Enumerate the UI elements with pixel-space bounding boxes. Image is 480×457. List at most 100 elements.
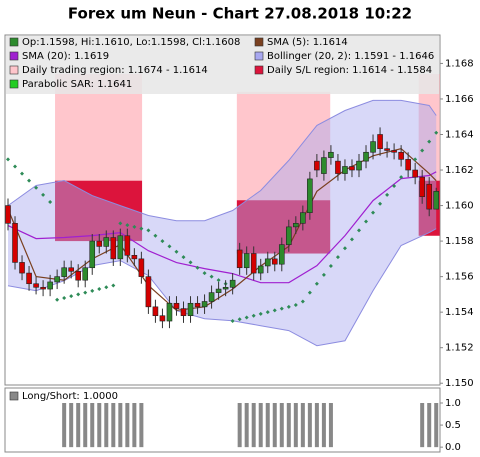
y-tick-label: 1.150 — [445, 378, 474, 389]
long-short-bar — [314, 403, 319, 448]
candle-body — [236, 249, 243, 269]
candle-body — [412, 169, 418, 178]
candle-body — [152, 306, 159, 317]
sar-dot — [69, 294, 74, 299]
lower-legend-label: Long/Short: 1.0000 — [22, 391, 118, 402]
candle-body — [300, 212, 306, 224]
bollinger-band — [8, 100, 437, 346]
candle-body — [5, 205, 11, 224]
candle-body — [363, 151, 369, 162]
long-short-bar — [83, 403, 88, 448]
sar-dot — [48, 200, 53, 205]
sar-dot — [146, 228, 151, 233]
chart-title: Forex um Neun - Chart 27.08.2018 10:22 — [68, 5, 412, 23]
long-short-bar — [279, 403, 284, 448]
candle-body — [257, 265, 264, 274]
candle-body — [229, 279, 236, 288]
region — [418, 74, 440, 181]
long-short-bar — [132, 403, 137, 448]
candle-body — [384, 148, 390, 151]
sar-dot — [335, 255, 340, 260]
candle-body — [285, 226, 292, 245]
sar-dot — [216, 278, 221, 283]
sar-dot — [371, 210, 376, 215]
candle-body — [82, 267, 89, 281]
sar-dot — [55, 297, 60, 302]
sar-dot — [125, 223, 130, 228]
sar-dot — [167, 244, 172, 249]
candle-body — [271, 258, 278, 265]
y-tick-label: 1.166 — [445, 94, 474, 105]
sar-dot — [279, 306, 284, 311]
candle-body — [75, 270, 81, 281]
candle-body — [68, 267, 74, 272]
candle-body — [370, 141, 376, 153]
sar-dot — [420, 148, 425, 153]
long-short-bar — [328, 403, 333, 448]
long-short-bar — [293, 403, 298, 448]
candle-body — [201, 301, 208, 308]
long-short-bar — [244, 403, 249, 448]
candle-body — [159, 315, 166, 322]
sar-dot — [181, 255, 186, 260]
long-short-bar — [97, 403, 102, 448]
candle-body — [208, 292, 215, 302]
candle-body — [405, 159, 411, 171]
sar-dot — [342, 246, 347, 251]
y-tick-label: 1.162 — [445, 165, 474, 176]
long-short-bar — [104, 403, 109, 448]
y-tick-label: 1.160 — [445, 201, 474, 212]
sar-dot — [20, 171, 25, 176]
candle-body — [180, 308, 187, 317]
sar-dot — [413, 157, 418, 162]
sar-dot — [90, 288, 95, 293]
sar-dot — [132, 224, 137, 229]
lower-y-tick-label: 0.0 — [445, 442, 461, 453]
long-short-bar — [139, 403, 144, 448]
sar-dot — [399, 175, 404, 180]
long-short-bar — [62, 403, 67, 448]
long-short-bar — [420, 403, 425, 448]
sar-dot — [378, 201, 383, 206]
sar-dot — [434, 130, 439, 135]
candle-body — [26, 272, 32, 285]
candle-body — [166, 302, 173, 322]
y-tick-label: 1.154 — [445, 307, 474, 318]
long-short-bar — [90, 403, 95, 448]
bollinger-upper — [7, 99, 437, 222]
sar-dot — [349, 237, 354, 242]
candle-body — [314, 160, 320, 171]
candle-body — [61, 267, 67, 277]
sar-dot — [357, 228, 361, 233]
sar-dot — [244, 315, 249, 320]
candle-body — [426, 183, 433, 210]
candle-body — [377, 134, 383, 150]
sar-dot — [41, 192, 46, 197]
region — [236, 91, 331, 201]
candle-body — [419, 176, 425, 197]
candle-body — [278, 244, 285, 265]
sar-dot — [118, 221, 123, 226]
sar-dot — [209, 274, 214, 279]
legend-label: Op:1.1598, Hi:1.1610, Lo:1.1598, Cl:1.16… — [22, 37, 240, 48]
long-short-bar — [111, 403, 116, 448]
candle-body — [349, 166, 355, 171]
candle-body — [391, 150, 397, 153]
long-short-bar — [265, 403, 270, 448]
candle-body — [398, 151, 404, 160]
candle-body — [293, 223, 299, 228]
long-short-bar — [286, 403, 291, 448]
candle-body — [173, 302, 180, 309]
candle-body — [356, 160, 362, 171]
legend-label: Bollinger (20, 2): 1.1591 - 1.1646 — [267, 51, 434, 62]
long-short-bar — [125, 403, 130, 448]
sar-dot — [230, 319, 235, 324]
candle-body — [12, 223, 18, 263]
long-short-bar — [300, 403, 305, 448]
candle-body — [19, 262, 25, 274]
sar-dot — [265, 310, 270, 315]
candle-body — [40, 286, 46, 290]
y-tick-label: 1.164 — [445, 129, 474, 140]
y-tick-label: 1.158 — [445, 236, 474, 247]
